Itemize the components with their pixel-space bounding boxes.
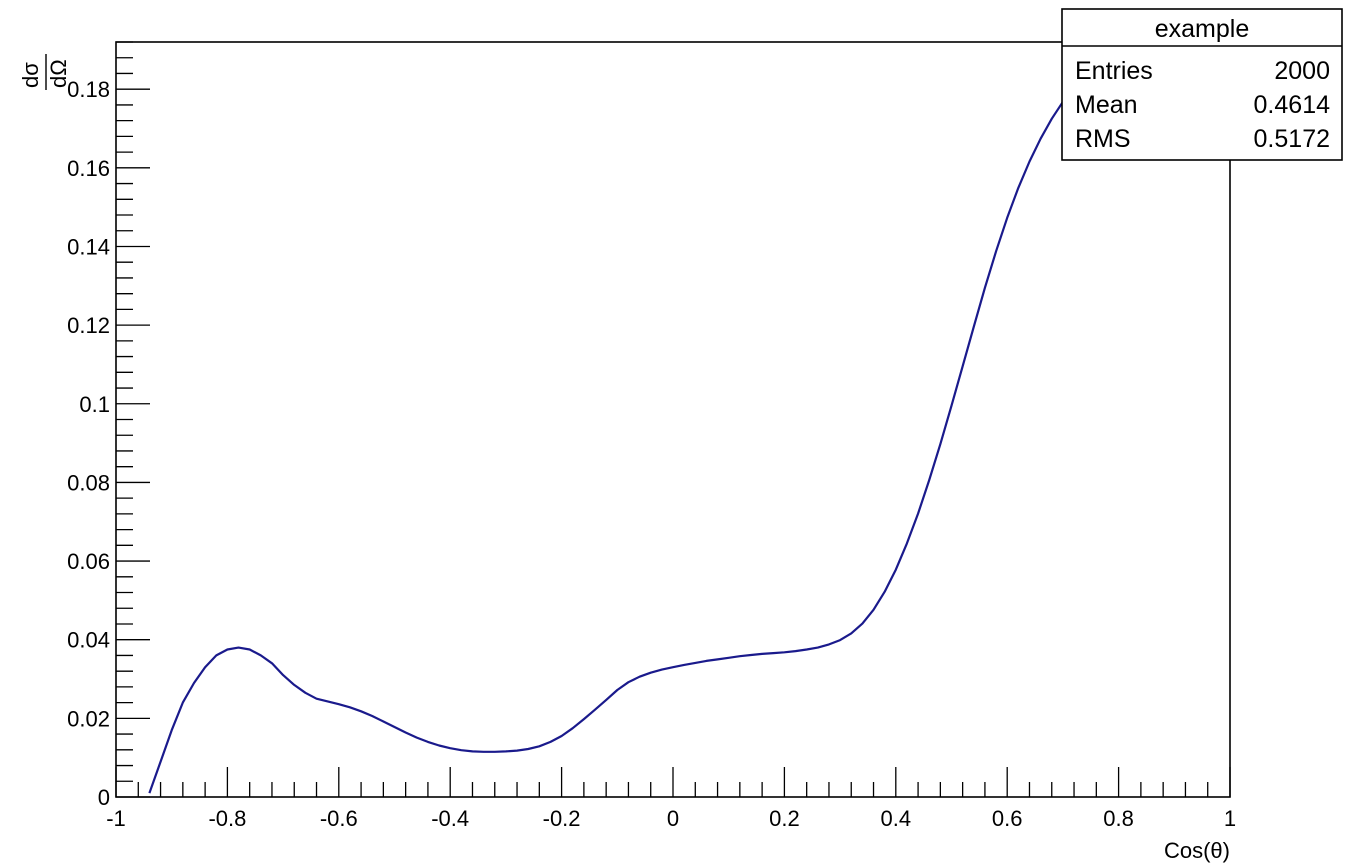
x-tick-label: 0.8 [1103, 806, 1134, 831]
x-tick-label: 1 [1224, 806, 1236, 831]
x-tick-label: 0.2 [769, 806, 800, 831]
y-tick-label: 0.06 [67, 549, 110, 574]
y-axis-title-denominator: dΩ [46, 59, 71, 88]
y-axis-title-numerator: dσ [18, 62, 43, 88]
stats-box-frame [1061, 8, 1343, 161]
y-tick-label: 0.12 [67, 313, 110, 338]
x-tick-label: 0 [667, 806, 679, 831]
stats-entries-value: 2000 [1274, 57, 1330, 85]
series-line [148, 48, 1120, 794]
stats-box: example Entries 2000 Mean 0.4614 RMS 0.5… [1061, 8, 1343, 161]
stats-rms-label: RMS [1075, 125, 1131, 153]
x-tick-label: 0.4 [881, 806, 912, 831]
y-axis-title: dσ dΩ [18, 54, 71, 90]
y-tick-label: 0.02 [67, 706, 110, 731]
y-axis-tick-labels: 0 0.02 0.04 0.06 0.08 0.1 0.12 0.14 0.16 0.18 [67, 77, 110, 810]
y-tick-label: 0 [98, 785, 110, 810]
x-tick-label: -0.4 [431, 806, 469, 831]
stats-mean-label: Mean [1075, 91, 1138, 119]
y-tick-label: 0.08 [67, 470, 110, 495]
stats-box-title: example [1155, 15, 1250, 43]
y-tick-label: 0.14 [67, 234, 110, 259]
stats-rms-value: 0.5172 [1254, 125, 1330, 153]
x-tick-label: -0.8 [208, 806, 246, 831]
y-tick-label: 0.04 [67, 628, 110, 653]
y-tick-label: 0.18 [67, 77, 110, 102]
y-tick-label: 0.1 [79, 392, 110, 417]
x-axis-tick-labels: -1 -0.8 -0.6 -0.4 -0.2 0 0.2 0.4 0.6 0.8 1 [106, 806, 1236, 831]
stats-mean-value: 0.4614 [1254, 91, 1331, 119]
x-tick-label: -0.2 [543, 806, 581, 831]
x-tick-label: 0.6 [992, 806, 1023, 831]
x-tick-label: -0.6 [320, 806, 358, 831]
x-tick-label: -1 [106, 806, 126, 831]
stats-entries-label: Entries [1075, 57, 1153, 85]
x-axis-ticks [115, 767, 1231, 797]
y-tick-label: 0.16 [67, 156, 110, 181]
y-axis-ticks [116, 41, 150, 798]
x-axis-title: Cos(θ) [1164, 838, 1230, 863]
